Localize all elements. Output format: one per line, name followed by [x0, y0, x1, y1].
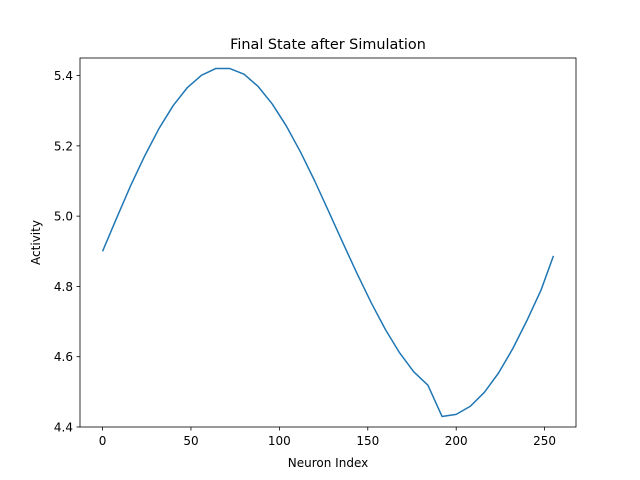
series-line — [101, 67, 555, 418]
x-tick-label: 0 — [99, 434, 107, 448]
y-tick-label: 5.2 — [54, 139, 73, 153]
y-tick-label: 5.0 — [54, 210, 73, 224]
x-tick-label: 200 — [445, 434, 468, 448]
x-tick-label: 100 — [268, 434, 291, 448]
x-axis-label: Neuron Index — [288, 456, 368, 470]
axes-frame — [79, 57, 577, 428]
x-tick-label: 250 — [533, 434, 556, 448]
x-tick-label: 50 — [183, 434, 198, 448]
x-tick-label: 150 — [356, 434, 379, 448]
x-axis-ticks: 0 50 100 150 200 250 — [99, 427, 556, 448]
chart-title: Final State after Simulation — [230, 37, 426, 53]
plot-area — [79, 57, 577, 428]
y-tick-label: 5.4 — [54, 69, 73, 83]
y-axis-label: Activity — [29, 220, 43, 265]
y-tick-label: 4.4 — [54, 421, 73, 435]
y-axis-ticks: 4.4 4.6 4.8 5.0 5.2 5.4 — [54, 69, 80, 435]
y-tick-label: 4.8 — [54, 280, 73, 294]
y-tick-label: 4.6 — [54, 350, 73, 364]
